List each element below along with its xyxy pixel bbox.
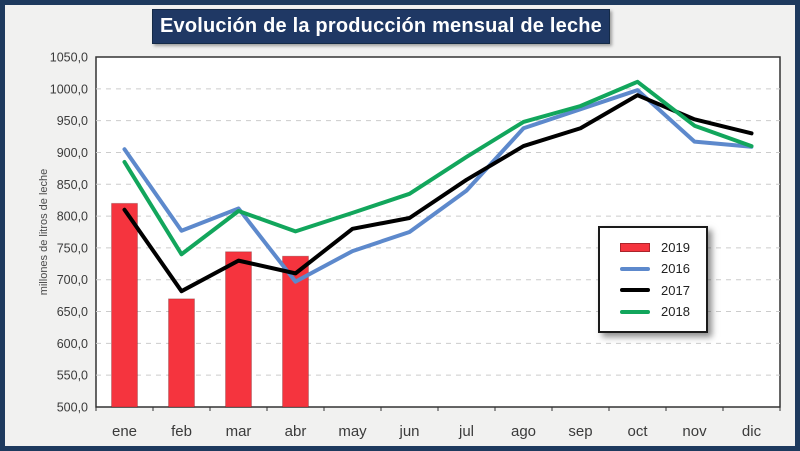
x-tick-label: abr bbox=[285, 423, 307, 440]
y-tick-label: 950,0 bbox=[57, 114, 88, 128]
x-tick-label: dic bbox=[742, 423, 762, 440]
x-tick-label: ene bbox=[112, 423, 137, 440]
legend-item-2019: 2019 bbox=[620, 240, 706, 255]
chart-title: Evolución de la producción mensual de le… bbox=[152, 9, 610, 44]
bar-2019-mar bbox=[225, 251, 252, 408]
x-tick-label: jun bbox=[398, 423, 419, 440]
y-tick-label: 600,0 bbox=[57, 337, 88, 351]
y-tick-label: 500,0 bbox=[57, 401, 88, 415]
legend-swatch-2017 bbox=[620, 288, 650, 293]
legend-swatch-2019 bbox=[620, 242, 650, 252]
y-tick-label: 1000,0 bbox=[50, 82, 88, 96]
legend-item-2017: 2017 bbox=[620, 283, 706, 298]
x-tick-label: nov bbox=[682, 423, 707, 440]
legend-label: 2016 bbox=[661, 261, 690, 277]
x-tick-label: mar bbox=[226, 423, 252, 440]
legend-label: 2019 bbox=[661, 239, 690, 255]
x-tick-label: oct bbox=[627, 423, 648, 440]
x-tick-label: ago bbox=[511, 423, 536, 440]
y-tick-label: 900,0 bbox=[57, 146, 88, 160]
line-2018 bbox=[122, 79, 754, 257]
legend-label: 2017 bbox=[661, 282, 690, 298]
x-tick-label: sep bbox=[568, 423, 592, 440]
bar-2019-feb bbox=[168, 298, 195, 408]
y-tick-label: 700,0 bbox=[57, 273, 88, 287]
legend-item-2018: 2018 bbox=[620, 304, 706, 319]
y-tick-label: 850,0 bbox=[57, 178, 88, 192]
y-tick-label: 650,0 bbox=[57, 305, 88, 319]
x-tick-label: jul bbox=[458, 423, 474, 440]
y-tick-label: 550,0 bbox=[57, 369, 88, 383]
legend-item-2016: 2016 bbox=[620, 261, 706, 276]
x-tick-label: may bbox=[338, 423, 367, 440]
legend: 2019 2016 2017 2018 bbox=[598, 226, 708, 333]
x-tick-label: feb bbox=[171, 423, 192, 440]
y-tick-label: 1050,0 bbox=[50, 51, 88, 65]
line-2017 bbox=[122, 93, 754, 294]
legend-swatch-2018 bbox=[620, 309, 650, 314]
y-tick-label: 800,0 bbox=[57, 210, 88, 224]
y-tick-label: 750,0 bbox=[57, 241, 88, 255]
legend-swatch-2016 bbox=[620, 266, 650, 271]
bar-2019-ene bbox=[111, 202, 138, 408]
legend-label: 2018 bbox=[661, 304, 690, 320]
